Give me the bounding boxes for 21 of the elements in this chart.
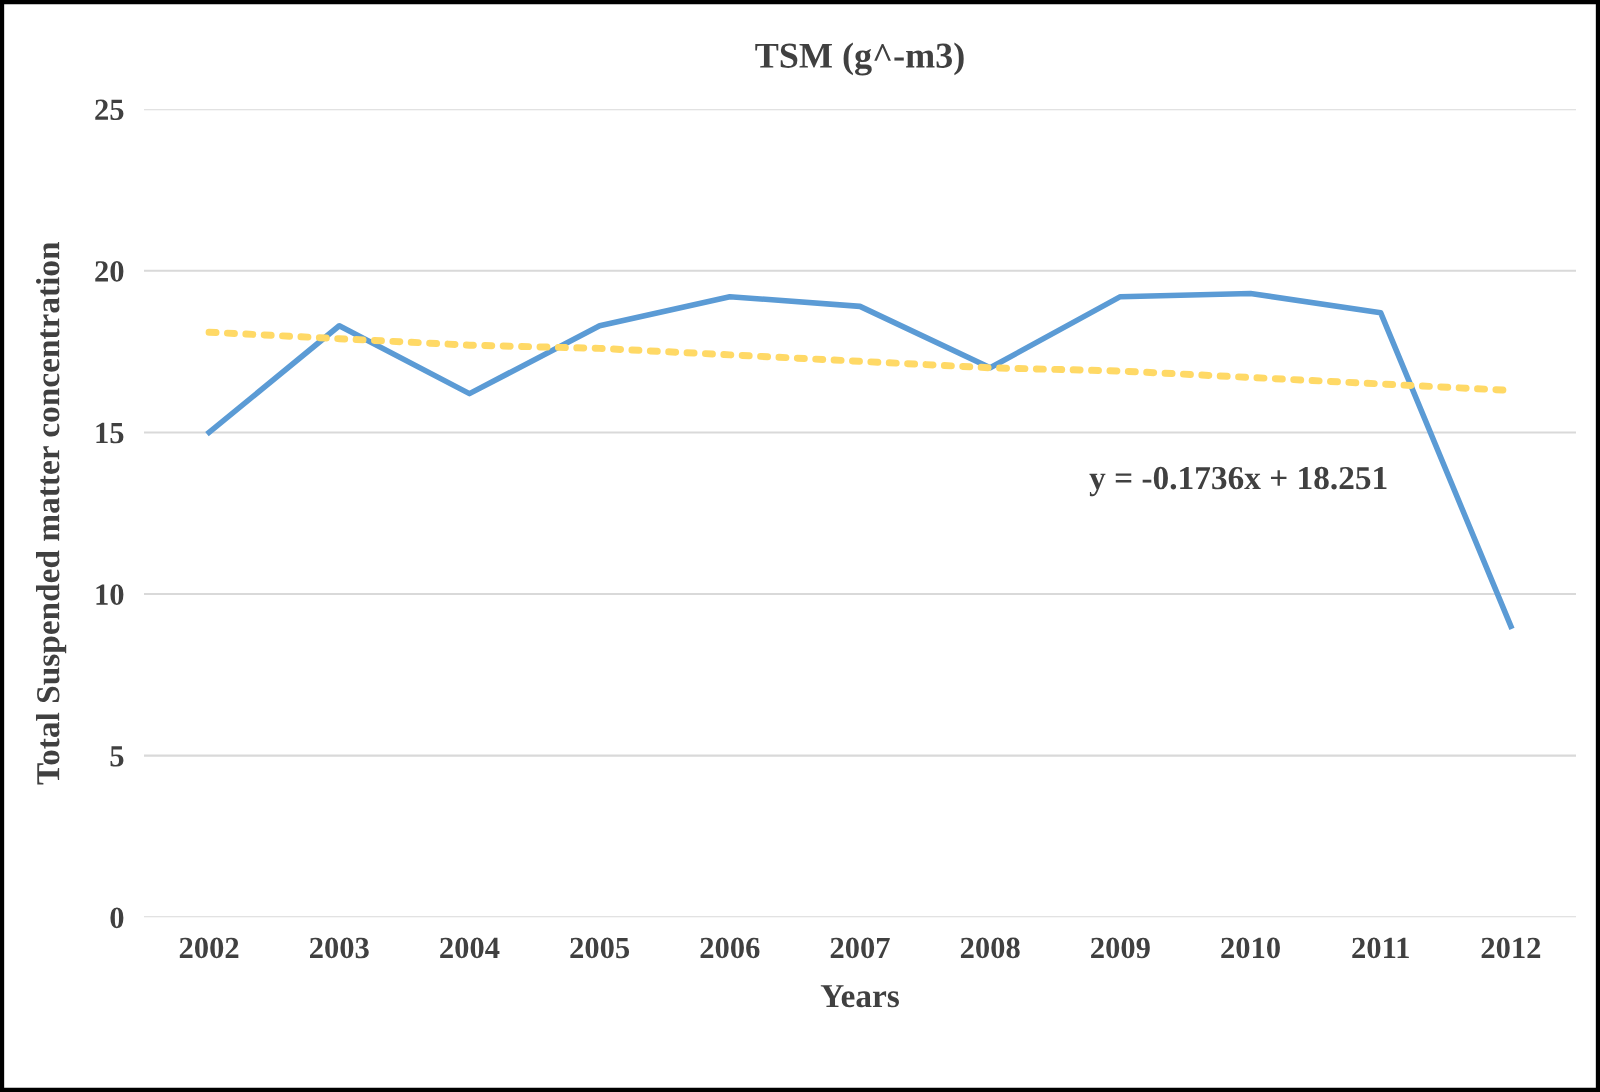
y-tick-label: 15 (96, 422, 124, 444)
annotation: y = -0.1736x + 18.251 (1089, 466, 1387, 497)
y-tick-label: 25 (95, 99, 124, 121)
y-axis-title: Total Suspended matter concentration (35, 241, 67, 785)
x-tick-label: 2007 (830, 937, 890, 959)
x-tick-label: 2004 (440, 937, 500, 959)
y-tick-label: 5 (110, 746, 124, 767)
x-tick-label: 2002 (179, 937, 239, 959)
x-tick-label: 2005 (570, 937, 630, 959)
x-tick-label: 2008 (960, 937, 1020, 959)
y-tick-label: 10 (96, 584, 124, 605)
x-tick-label: 2011 (1352, 937, 1409, 959)
x-axis-title: Years (820, 985, 899, 1008)
x-tick-label: 2010 (1221, 937, 1280, 959)
x-tick-label: 2003 (310, 937, 369, 959)
x-tick-label: 2006 (700, 937, 760, 959)
y-tick-label: 0 (110, 907, 124, 929)
x-tick-label: 2009 (1091, 937, 1150, 959)
x-tick-label: 2012 (1481, 937, 1541, 959)
y-tick-label: 20 (95, 261, 124, 282)
chart-title: TSM (g^-m3) (755, 42, 964, 76)
